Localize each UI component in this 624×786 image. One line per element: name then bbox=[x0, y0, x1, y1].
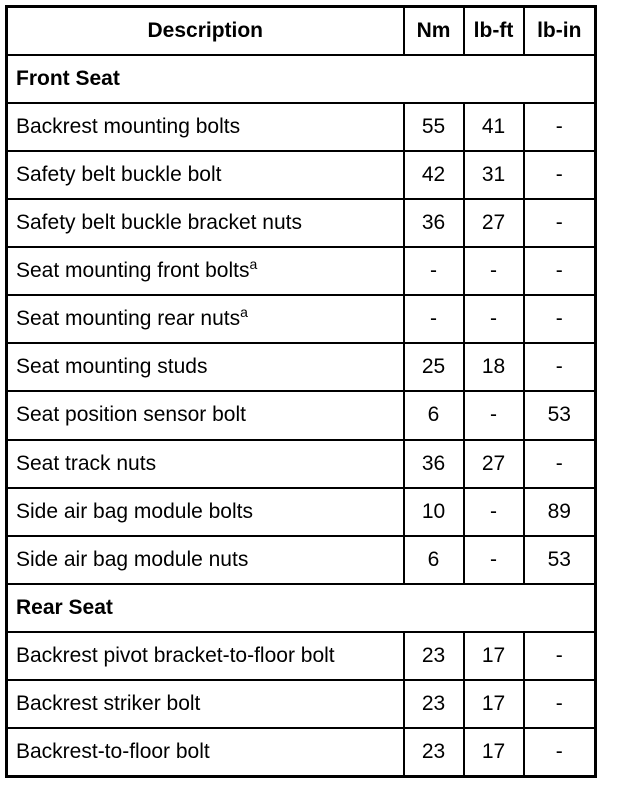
header-lb-ft: lb-ft bbox=[462, 5, 525, 56]
nm-cell: 36 bbox=[402, 438, 465, 489]
lb-ft-cell: 17 bbox=[462, 630, 525, 681]
lb-ft-cell: - bbox=[462, 390, 525, 441]
nm-cell: 42 bbox=[402, 150, 465, 201]
description-cell: Backrest-to-floor bolt bbox=[5, 726, 405, 778]
lb-ft-cell: - bbox=[462, 486, 525, 537]
description-cell: Seat mounting studs bbox=[5, 342, 405, 393]
torque-spec-table: Description Nm lb-ft lb-in Front Seat Bac… bbox=[5, 5, 597, 778]
section-row: Front Seat bbox=[5, 53, 597, 105]
table-row: Backrest pivot bracket-to-floor bolt 23 17… bbox=[5, 630, 597, 681]
lb-ft-cell: 18 bbox=[462, 342, 525, 393]
footnote-marker: a bbox=[240, 304, 248, 321]
table-row: Side air bag module nuts 6-53 bbox=[5, 534, 597, 585]
lb-ft-cell: - bbox=[462, 246, 525, 297]
lb-in-cell: 53 bbox=[522, 534, 597, 585]
description-text: Side air bag module bolts bbox=[16, 499, 253, 523]
lb-ft-cell: 41 bbox=[462, 102, 525, 153]
lb-ft-cell: 17 bbox=[462, 678, 525, 729]
description-text: Seat mounting front bolts bbox=[16, 259, 250, 283]
lb-in-cell: - bbox=[522, 150, 597, 201]
nm-cell: 6 bbox=[402, 390, 465, 441]
lb-ft-cell: - bbox=[462, 294, 525, 345]
lb-in-cell: - bbox=[522, 246, 597, 297]
header-description: Description bbox=[5, 5, 405, 56]
nm-cell: 23 bbox=[402, 678, 465, 729]
description-text: Seat mounting studs bbox=[16, 355, 208, 379]
description-cell: Backrest mounting bolts bbox=[5, 102, 405, 153]
description-text: Side air bag module nuts bbox=[16, 547, 249, 571]
lb-in-cell: - bbox=[522, 438, 597, 489]
lb-in-cell: 53 bbox=[522, 390, 597, 441]
description-cell: Seat mounting front boltsa bbox=[5, 246, 405, 297]
table-row: Backrest mounting bolts 55 41- bbox=[5, 102, 597, 153]
lb-in-cell: - bbox=[522, 630, 597, 681]
table-row: Side air bag module bolts 10-89 bbox=[5, 486, 597, 537]
lb-in-cell: - bbox=[522, 198, 597, 249]
lb-in-cell: 89 bbox=[522, 486, 597, 537]
header-nm: Nm bbox=[402, 5, 465, 56]
lb-ft-cell: 27 bbox=[462, 438, 525, 489]
description-text: Backrest pivot bracket-to-floor bolt bbox=[16, 643, 335, 667]
description-text: Backrest mounting bolts bbox=[16, 115, 241, 139]
header-row: Description Nm lb-ft lb-in bbox=[5, 5, 597, 56]
table-row: Seat mounting studs 25 18- bbox=[5, 342, 597, 393]
table-row: Backrest-to-floor bolt 23 17- bbox=[5, 726, 597, 778]
nm-cell: 23 bbox=[402, 630, 465, 681]
description-text: Backrest-to-floor bolt bbox=[16, 739, 210, 763]
nm-cell: 36 bbox=[402, 198, 465, 249]
description-cell: Safety belt buckle bolt bbox=[5, 150, 405, 201]
nm-cell: - bbox=[402, 294, 465, 345]
description-cell: Side air bag module nuts bbox=[5, 534, 405, 585]
lb-in-cell: - bbox=[522, 678, 597, 729]
nm-cell: 25 bbox=[402, 342, 465, 393]
table-row: Safety belt buckle bracket nuts 36 27- bbox=[5, 198, 597, 249]
nm-cell: 23 bbox=[402, 726, 465, 778]
description-text: Seat track nuts bbox=[16, 451, 157, 475]
description-cell: Safety belt buckle bracket nuts bbox=[5, 198, 405, 249]
description-cell: Backrest striker bolt bbox=[5, 678, 405, 729]
lb-ft-cell: 27 bbox=[462, 198, 525, 249]
description-text: Backrest striker bolt bbox=[16, 691, 201, 715]
lb-ft-cell: - bbox=[462, 534, 525, 585]
nm-cell: - bbox=[402, 246, 465, 297]
lb-in-cell: - bbox=[522, 294, 597, 345]
table-row: Seat mounting rear nutsa - - - bbox=[5, 294, 597, 345]
table-row: Safety belt buckle bolt 42 31- bbox=[5, 150, 597, 201]
section-row: Rear Seat bbox=[5, 582, 597, 633]
table-row: Backrest striker bolt 23 17- bbox=[5, 678, 597, 729]
section-title: Front Seat bbox=[5, 53, 597, 105]
description-cell: Backrest pivot bracket-to-floor bolt bbox=[5, 630, 405, 681]
nm-cell: 6 bbox=[402, 534, 465, 585]
section-title: Rear Seat bbox=[5, 582, 597, 633]
lb-in-cell: - bbox=[522, 726, 597, 778]
nm-cell: 55 bbox=[402, 102, 465, 153]
table-row: Seat track nuts 36 27- bbox=[5, 438, 597, 489]
description-text: Seat mounting rear nuts bbox=[16, 307, 241, 331]
description-cell: Side air bag module bolts bbox=[5, 486, 405, 537]
footnote-marker: a bbox=[249, 256, 258, 273]
table-row: Seat mounting front boltsa - - - bbox=[5, 246, 597, 297]
lb-in-cell: - bbox=[522, 342, 597, 393]
description-cell: Seat mounting rear nutsa bbox=[5, 294, 405, 345]
description-text: Safety belt buckle bolt bbox=[16, 163, 222, 187]
nm-cell: 10 bbox=[402, 486, 465, 537]
description-cell: Seat position sensor bolt bbox=[5, 390, 405, 441]
description-text: Safety belt buckle bracket nuts bbox=[16, 211, 302, 235]
lb-in-cell: - bbox=[522, 102, 597, 153]
header-lb-in: lb-in bbox=[522, 5, 597, 56]
lb-ft-cell: 17 bbox=[462, 726, 525, 778]
table-row: Seat position sensor bolt 6-53 bbox=[5, 390, 597, 441]
description-cell: Seat track nuts bbox=[5, 438, 405, 489]
lb-ft-cell: 31 bbox=[462, 150, 525, 201]
description-text: Seat position sensor bolt bbox=[16, 403, 246, 427]
